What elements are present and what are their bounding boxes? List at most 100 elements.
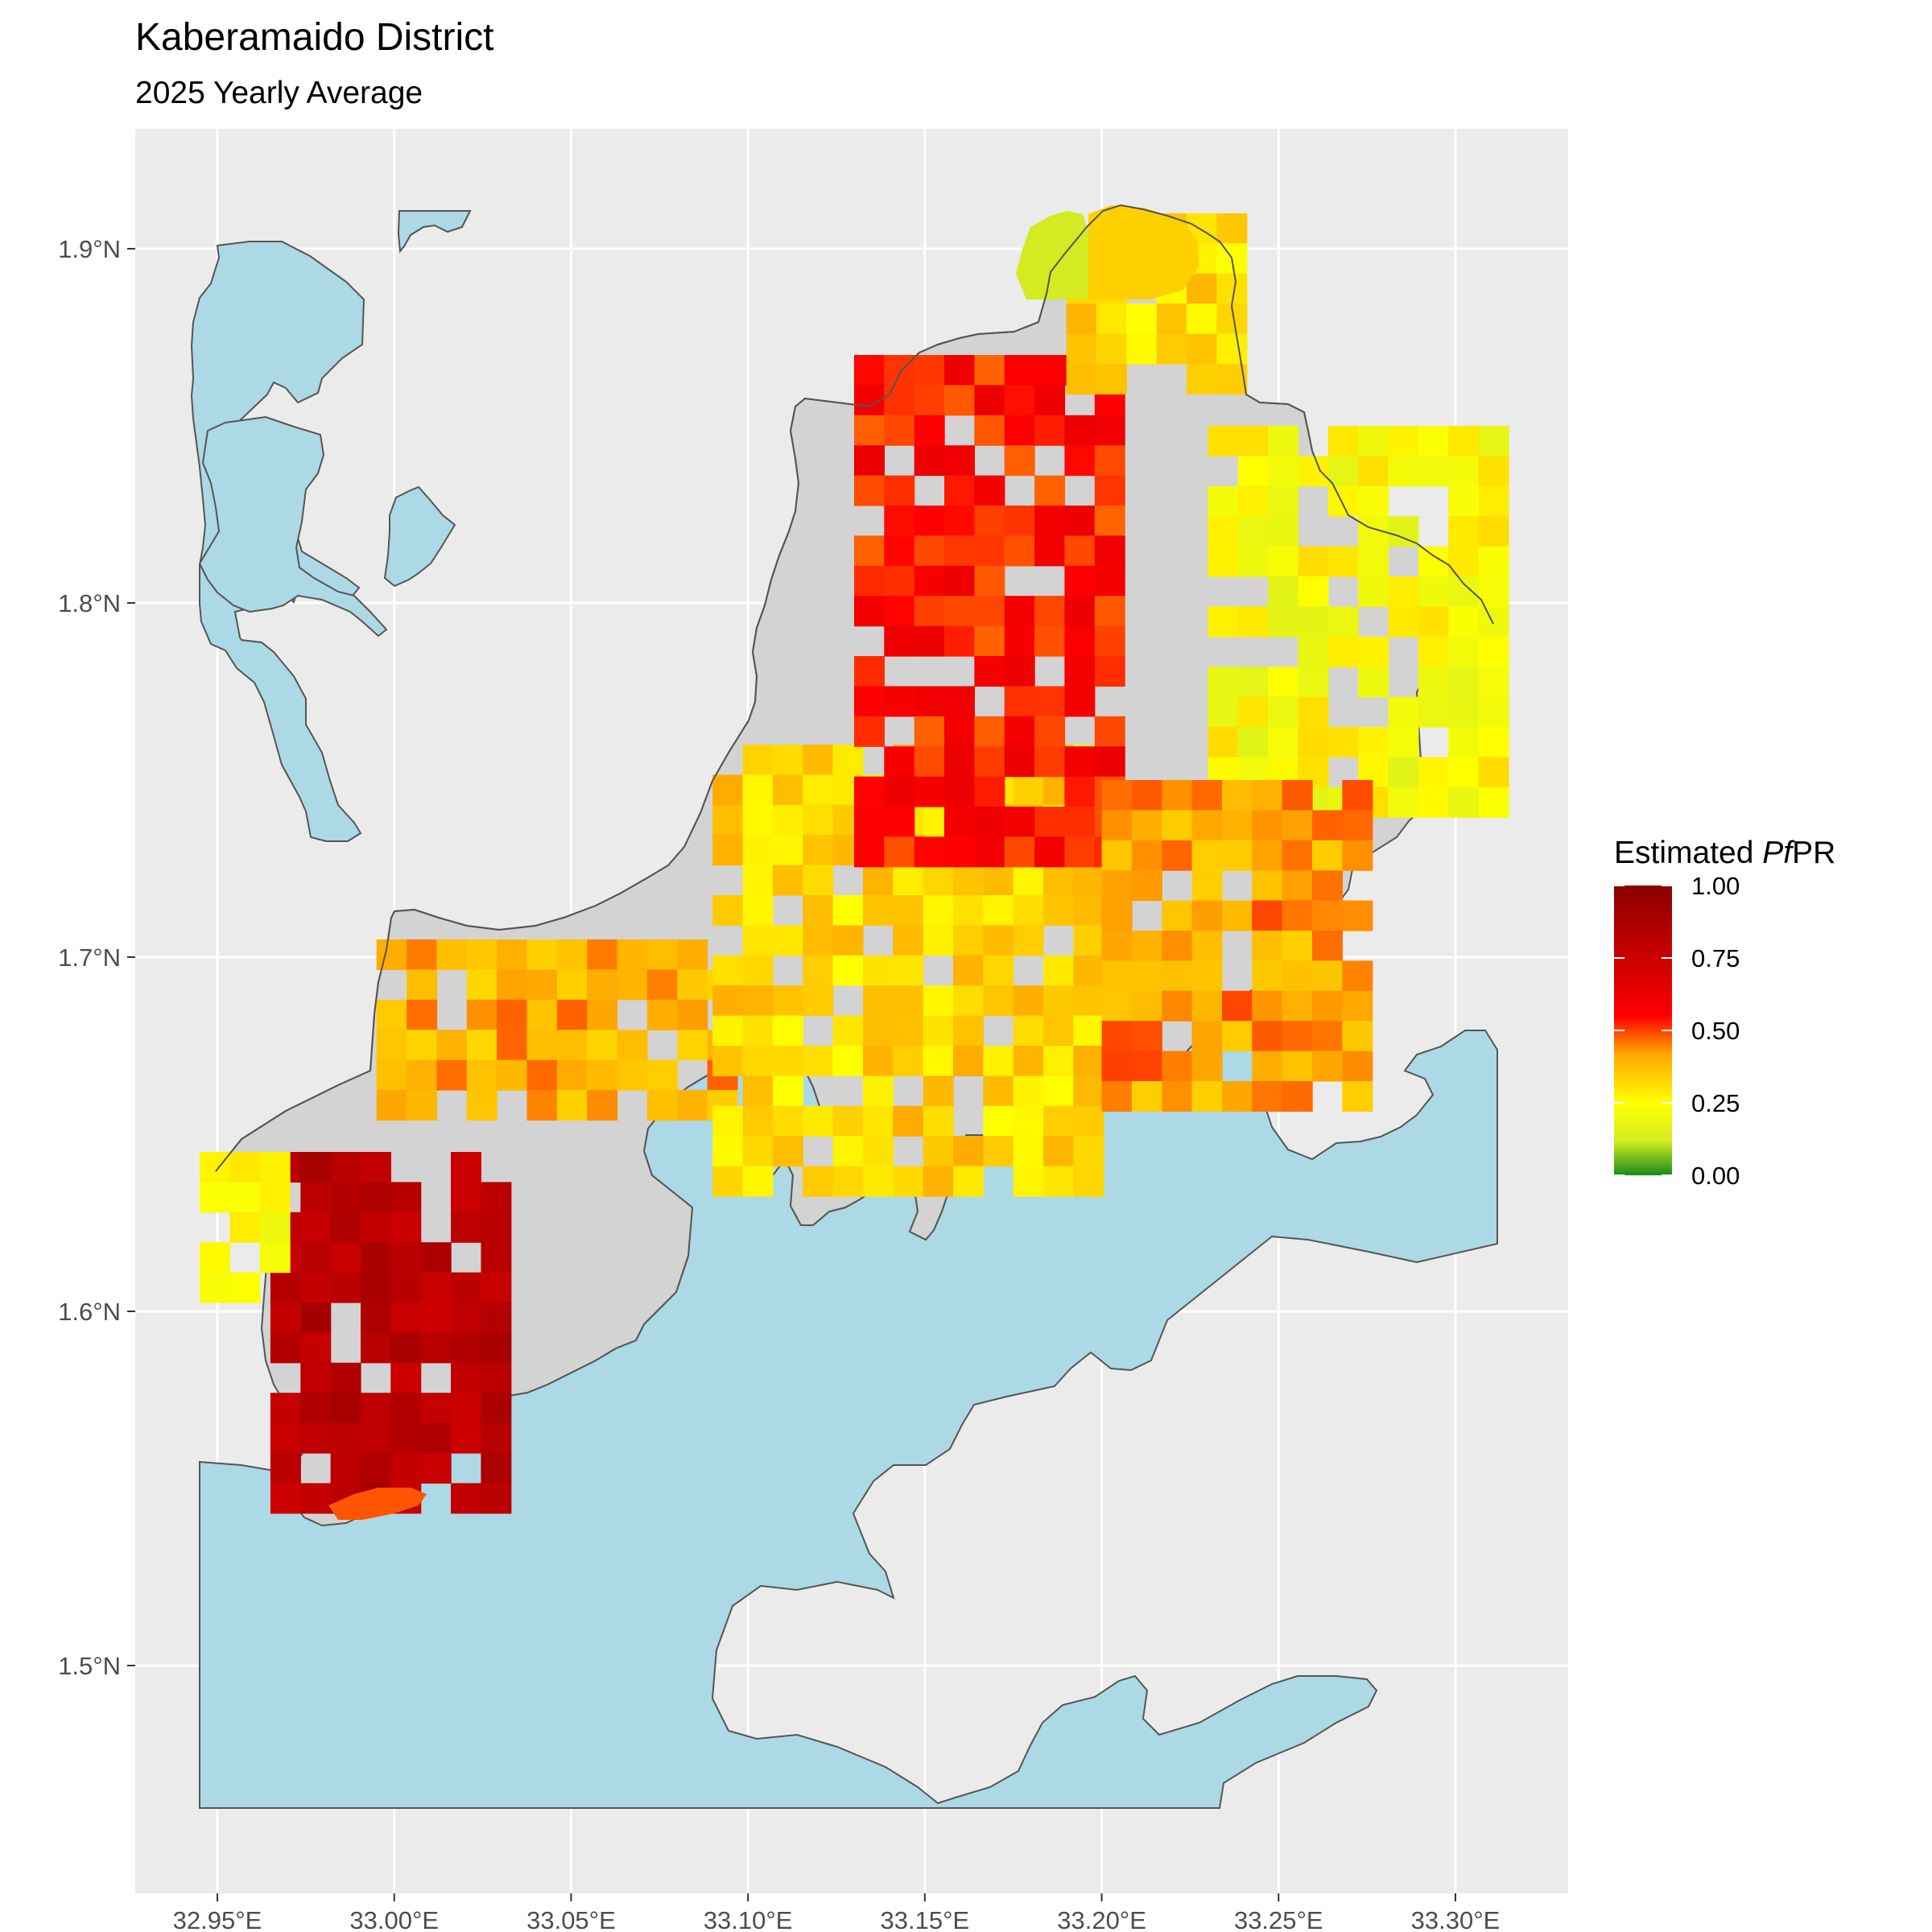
pfpr-cell-east-central bbox=[1191, 840, 1223, 871]
pfpr-cell-central bbox=[893, 895, 924, 926]
pfpr-cell-east-central bbox=[1162, 931, 1193, 961]
pfpr-cell-east-central bbox=[1222, 990, 1253, 1022]
pfpr-cell-northeast bbox=[1237, 727, 1269, 758]
pfpr-cell-west-central bbox=[436, 1030, 468, 1061]
pfpr-cell-north-central bbox=[1094, 445, 1125, 477]
pfpr-cell-north bbox=[1187, 364, 1217, 394]
pfpr-cell-central bbox=[803, 925, 834, 956]
pfpr-cell-southwest bbox=[390, 1393, 422, 1424]
pfpr-cell-north-central bbox=[1094, 656, 1125, 687]
pfpr-cell-north-central bbox=[944, 596, 975, 627]
pfpr-cell-central bbox=[1043, 1015, 1075, 1046]
pfpr-cell-northeast bbox=[1208, 485, 1239, 517]
pfpr-cell-central bbox=[953, 985, 984, 1017]
pfpr-cell-northeast bbox=[1237, 667, 1269, 698]
pfpr-cell-east-central bbox=[1222, 900, 1253, 931]
pfpr-cell-central bbox=[1013, 865, 1044, 896]
pfpr-cell-southwest bbox=[300, 1422, 332, 1454]
pfpr-cell-southwest bbox=[300, 1332, 332, 1364]
pfpr-cell-northeast bbox=[1358, 426, 1389, 456]
pfpr-cell-southwest bbox=[300, 1362, 332, 1393]
pfpr-cell-east-central bbox=[1101, 990, 1133, 1022]
pfpr-cell-southwest bbox=[270, 1453, 301, 1484]
pfpr-cell-east-central bbox=[1252, 900, 1283, 931]
pfpr-cell-central bbox=[803, 745, 834, 775]
pfpr-cell-west-central bbox=[617, 939, 648, 970]
pfpr-cell-central bbox=[803, 1166, 834, 1197]
pfpr-cell-northeast bbox=[1268, 727, 1299, 758]
pfpr-cell-north-central bbox=[974, 776, 1005, 807]
pfpr-cell-central bbox=[832, 745, 864, 775]
legend-tick-label: 0.25 bbox=[1691, 1089, 1740, 1117]
pfpr-cell-northeast bbox=[1448, 456, 1480, 487]
pfpr-cell-northeast bbox=[1358, 727, 1389, 758]
pfpr-cell-central bbox=[983, 1075, 1014, 1107]
pfpr-cell-north-central bbox=[914, 836, 945, 868]
pfpr-cell-southwest bbox=[481, 1453, 512, 1484]
pfpr-cell-east-central bbox=[1342, 960, 1373, 992]
pfpr-cell-north-central bbox=[944, 836, 975, 868]
x-axis: 32.95°E 33.00°E 33.05°E 33.10°E 33.15°E 33.20… bbox=[173, 1893, 1500, 1932]
pfpr-cell-northeast bbox=[1448, 426, 1480, 456]
pfpr-cell-west-central bbox=[526, 1059, 558, 1091]
pfpr-cell-north-central bbox=[1064, 656, 1096, 687]
pfpr-cell-central bbox=[1043, 1166, 1075, 1197]
pfpr-cell-north-central bbox=[884, 596, 915, 627]
pfpr-cell-north-central bbox=[884, 355, 915, 386]
pfpr-cell-central bbox=[772, 1105, 803, 1137]
pfpr-cell-southwest bbox=[270, 1483, 301, 1514]
pfpr-cell-north-central bbox=[854, 776, 885, 807]
pfpr-cell-north-central bbox=[1064, 836, 1096, 868]
pfpr-cell-northeast bbox=[1298, 546, 1329, 577]
pfpr-cell-east-central bbox=[1131, 1051, 1162, 1082]
pfpr-cell-southwest bbox=[390, 1362, 422, 1393]
pfpr-cell-north-central bbox=[914, 415, 945, 446]
pfpr-cell-southwest bbox=[481, 1272, 512, 1303]
pfpr-cell-southwest bbox=[481, 1362, 512, 1393]
pfpr-cell-northeast bbox=[1478, 485, 1509, 517]
pfpr-cell-southwest-fringe bbox=[229, 1182, 261, 1213]
pfpr-cell-east-central bbox=[1162, 780, 1193, 811]
pfpr-cell-northeast bbox=[1418, 426, 1449, 456]
pfpr-cell-north-central bbox=[974, 475, 1005, 506]
pfpr-cell-north-central bbox=[944, 625, 975, 657]
pfpr-cell-central bbox=[1073, 1046, 1104, 1076]
pfpr-cell-northeast bbox=[1208, 516, 1239, 547]
pfpr-cell-east-central bbox=[1312, 870, 1343, 902]
pfpr-cell-northeast bbox=[1268, 516, 1299, 547]
pfpr-cell-north-central bbox=[1064, 625, 1096, 657]
pfpr-cell-west-central bbox=[526, 999, 558, 1030]
pfpr-cell-central bbox=[983, 985, 1014, 1017]
pfpr-cell-northeast bbox=[1327, 636, 1359, 667]
pfpr-cell-north-central bbox=[914, 746, 945, 778]
pfpr-cell-southwest bbox=[300, 1483, 332, 1514]
pfpr-cell-central bbox=[1043, 865, 1075, 896]
pfpr-cell-east-central bbox=[1191, 960, 1223, 992]
pfpr-cell-central bbox=[712, 955, 744, 986]
pfpr-cell-north-central bbox=[1034, 807, 1066, 837]
pfpr-cell-northeast bbox=[1388, 727, 1419, 758]
pfpr-cell-southwest bbox=[420, 1242, 452, 1274]
pfpr-cell-northeast bbox=[1418, 696, 1449, 728]
pfpr-cell-southwest bbox=[361, 1393, 391, 1424]
pfpr-cell-central bbox=[1073, 1075, 1104, 1107]
pfpr-cell-north-central bbox=[1004, 506, 1035, 536]
pfpr-cell-central bbox=[803, 835, 834, 866]
pfpr-cell-east-central bbox=[1282, 810, 1313, 841]
pfpr-cell-central bbox=[893, 925, 924, 956]
pfpr-cell-east-central bbox=[1342, 840, 1373, 871]
pfpr-cell-northeast bbox=[1208, 667, 1239, 698]
pfpr-cell-southwest bbox=[390, 1242, 422, 1274]
pfpr-cell-west-central bbox=[526, 1030, 558, 1061]
pfpr-cell-east-central bbox=[1342, 1021, 1373, 1052]
pfpr-cell-central bbox=[1043, 1075, 1075, 1107]
pfpr-cell-northeast bbox=[1208, 426, 1239, 456]
pfpr-cell-central bbox=[923, 865, 954, 896]
pfpr-cell-central bbox=[893, 1046, 924, 1076]
pfpr-cell-west-central bbox=[677, 999, 708, 1030]
pfpr-cell-north-central bbox=[914, 385, 945, 416]
pfpr-cell-east-central bbox=[1252, 1051, 1283, 1082]
pfpr-cell-north bbox=[1126, 303, 1158, 335]
pfpr-cell-northeast bbox=[1298, 456, 1329, 487]
pfpr-cell-central bbox=[1013, 1166, 1044, 1197]
